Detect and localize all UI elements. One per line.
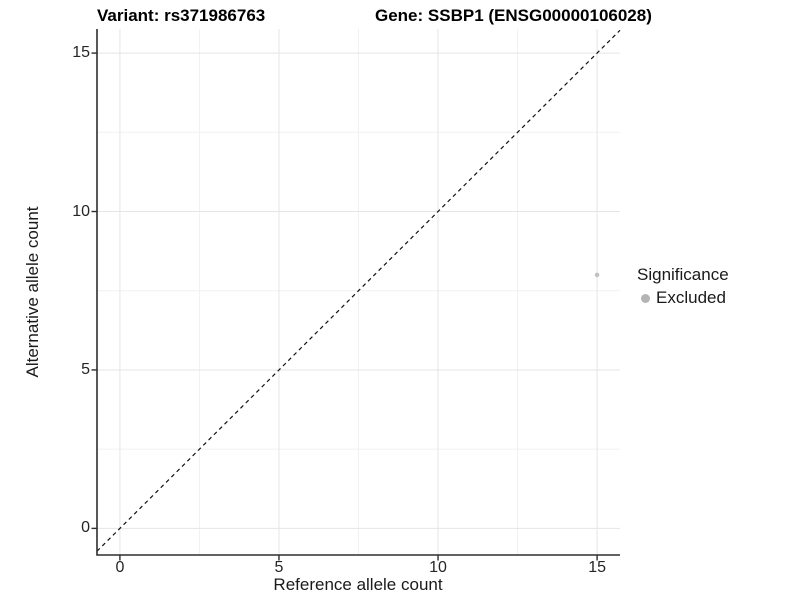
- plot-title-variant: Variant: rs371986763: [97, 6, 266, 25]
- legend-item-excluded: Excluded: [637, 288, 729, 308]
- legend-item-label: Excluded: [656, 288, 726, 307]
- x-tick-label: 15: [588, 559, 606, 576]
- y-tick-label: 10: [72, 202, 90, 220]
- y-tick-label: 15: [72, 44, 90, 62]
- legend-title: Significance: [637, 265, 729, 284]
- legend: Significance Excluded: [637, 265, 729, 308]
- legend-point-icon: [641, 293, 650, 303]
- axis-lines: [96, 29, 620, 556]
- x-axis-title: Reference allele count: [273, 575, 443, 594]
- y-axis-title: Alternative allele count: [23, 206, 42, 378]
- x-tick-label: 0: [115, 559, 125, 576]
- data-point: [594, 272, 600, 278]
- x-tick-label: 5: [274, 559, 284, 576]
- y-tick-label: 5: [81, 360, 90, 378]
- y-tick-label: 0: [81, 519, 90, 537]
- identity-reference-line: [96, 29, 621, 552]
- x-tick-label: 10: [429, 559, 447, 576]
- plot-title-gene: Gene: SSBP1 (ENSG00000106028): [375, 6, 652, 25]
